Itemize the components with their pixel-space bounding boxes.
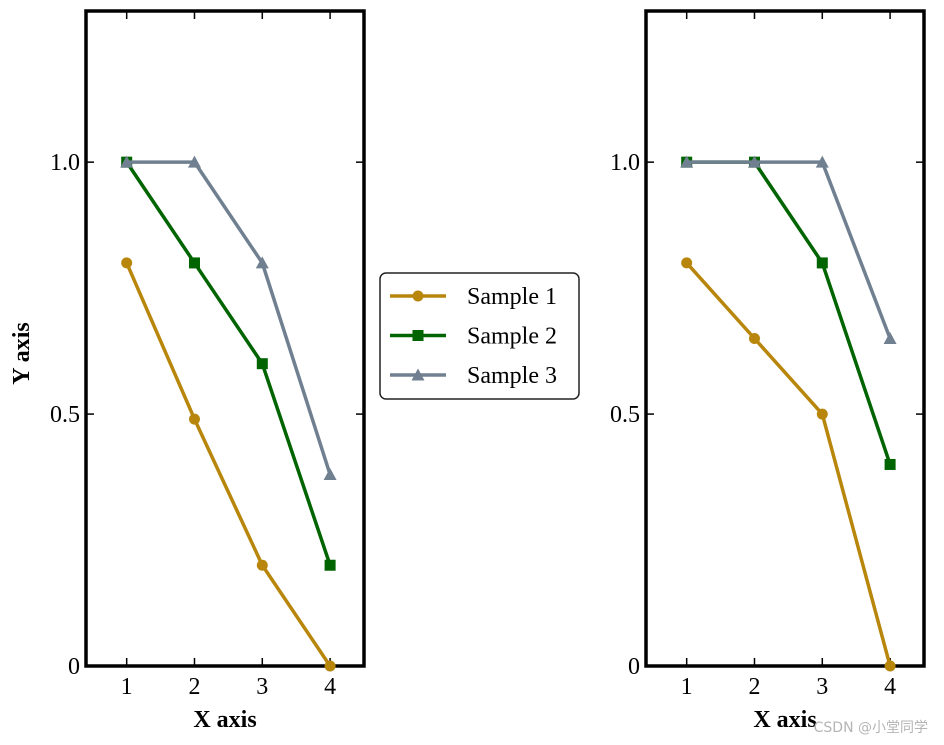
y-tick-label: 0.5 (50, 402, 80, 428)
y-tick-label: 1.0 (50, 150, 80, 176)
y-tick-label: 0 (68, 654, 80, 680)
watermark: CSDN @小堂同学 (813, 720, 928, 736)
data-point (815, 155, 829, 168)
legend-marker-square (412, 330, 424, 341)
data-point (255, 256, 269, 269)
right-subplot: 1 2 3 4 0 0.5 1.0 X axis (610, 9, 926, 733)
x-tick-label: 1 (681, 674, 693, 700)
legend-marker-triangle (411, 368, 425, 381)
data-point (120, 155, 134, 168)
x-tick-label: 2 (748, 674, 760, 700)
data-point (883, 332, 897, 344)
x-tick-label: 3 (256, 674, 268, 700)
data-point (323, 468, 337, 481)
data-point (324, 660, 336, 672)
series-line (125, 262, 332, 667)
legend-marker-circle (412, 290, 424, 302)
x-axis-label: X axis (753, 707, 816, 733)
data-point (324, 559, 336, 571)
series-sample-1 (121, 257, 336, 672)
x-axis-label: X axis (193, 707, 256, 733)
data-point (748, 333, 760, 344)
series-line (126, 160, 332, 476)
data-point (187, 155, 201, 168)
plot-frame (84, 9, 366, 668)
series-sample-2 (681, 156, 896, 470)
series-line (686, 160, 892, 340)
series-sample-3 (680, 155, 897, 344)
x-tick-label: 4 (884, 674, 896, 700)
x-tick-label: 2 (188, 674, 200, 700)
legend-box (379, 272, 580, 400)
data-point (188, 413, 200, 425)
plot-frame (644, 9, 926, 668)
series-line (685, 261, 892, 667)
data-point (747, 155, 761, 168)
data-point (884, 660, 896, 672)
y-tick-label: 1.0 (610, 150, 640, 176)
series-line (686, 160, 892, 466)
legend: Sample 1 Sample 2 Sample 3 (379, 272, 580, 400)
data-point (121, 257, 133, 269)
x-tick-label: 1 (121, 674, 133, 700)
series-sample-1 (681, 257, 896, 672)
series-sample-3 (120, 155, 337, 481)
data-point (816, 257, 828, 269)
data-point (816, 408, 828, 420)
x-tick-label: 4 (324, 674, 336, 700)
legend-label: Sample 1 (467, 284, 557, 310)
legend-label: Sample 3 (467, 363, 557, 389)
y-tick-label: 0.5 (610, 402, 640, 428)
data-point (256, 559, 268, 571)
data-point (256, 358, 268, 370)
data-point (884, 458, 896, 470)
legend-label: Sample 2 (467, 324, 557, 350)
y-tick-label: 0 (628, 654, 640, 680)
series-sample-2 (121, 156, 336, 571)
data-point (681, 257, 693, 269)
series-line (125, 161, 332, 566)
data-point (188, 257, 200, 269)
data-point (680, 155, 694, 168)
y-axis-label: Y axis (9, 322, 35, 384)
x-tick-label: 3 (816, 674, 828, 700)
left-subplot: 1 2 3 4 0 0.5 1.0 X axis Y axis (9, 9, 366, 733)
